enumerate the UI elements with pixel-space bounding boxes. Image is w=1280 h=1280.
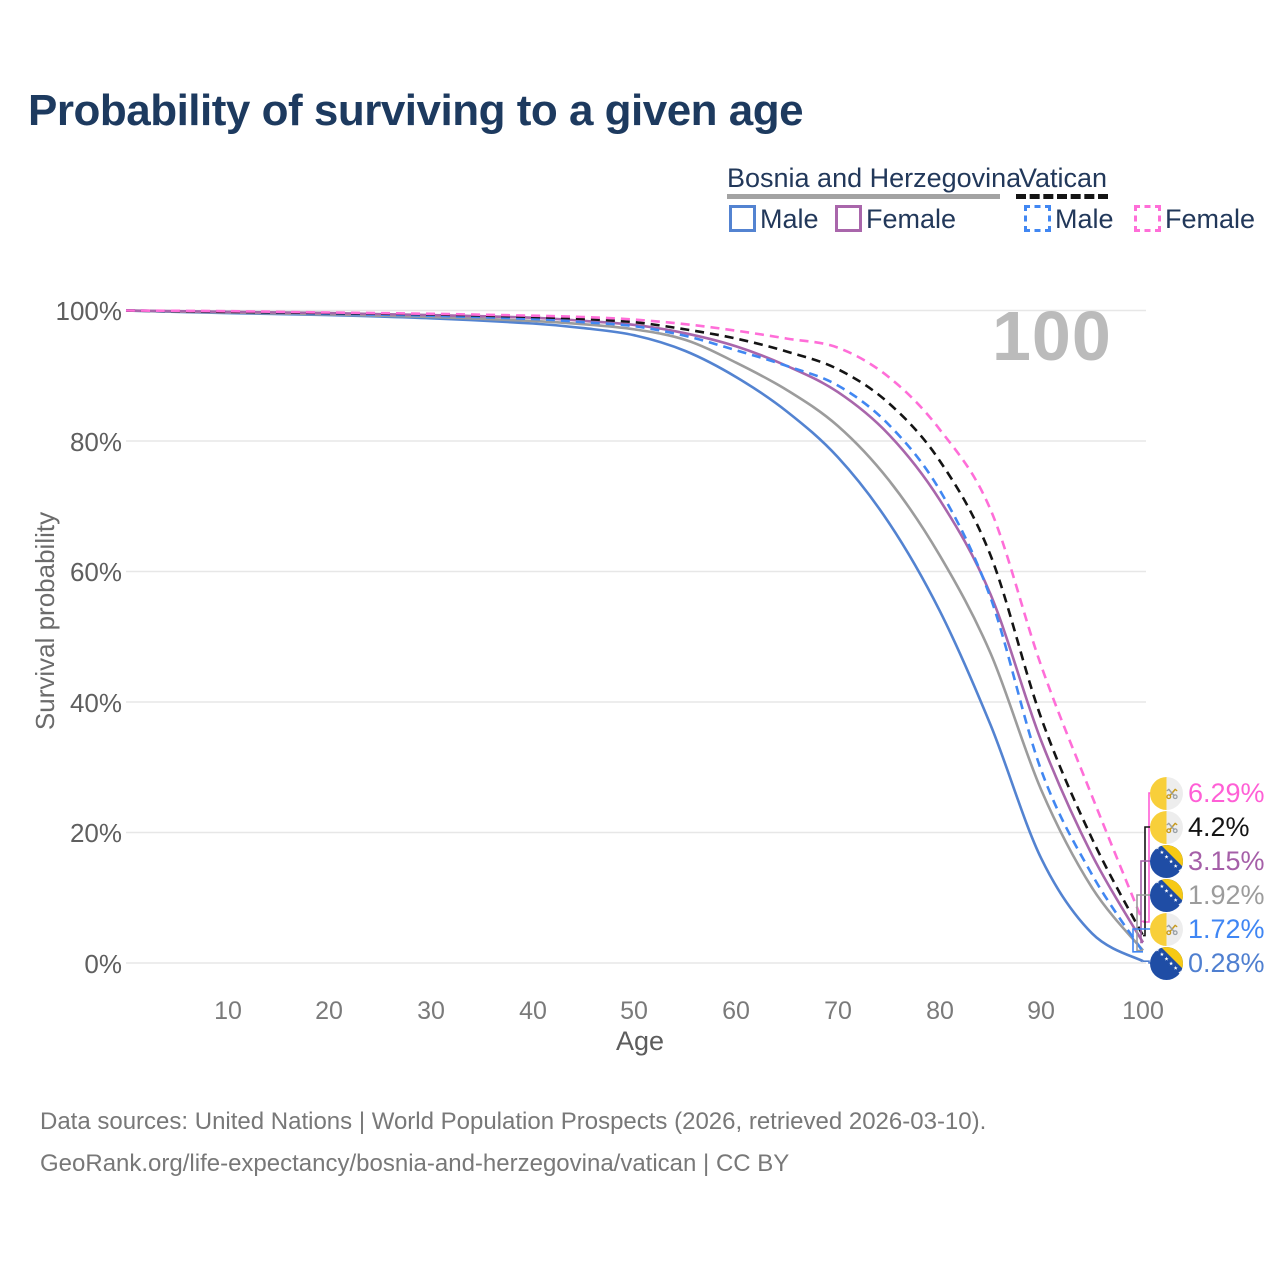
footer-data-sources: Data sources: United Nations | World Pop… bbox=[40, 1108, 987, 1135]
annotation-value: 4.2% bbox=[1188, 811, 1250, 842]
legend-label-bosnia-male: Male bbox=[760, 204, 819, 234]
x-axis-title: Age bbox=[615, 1026, 665, 1056]
y-tick-label: 40% bbox=[69, 688, 122, 718]
vatican-flag-icon bbox=[1150, 811, 1183, 844]
x-tick-label: 60 bbox=[722, 997, 750, 1025]
legend-group-vatican-underline bbox=[1016, 194, 1108, 199]
y-tick-label: 80% bbox=[69, 427, 122, 457]
vatican-flag-icon bbox=[1150, 913, 1183, 946]
y-tick-label: 20% bbox=[69, 818, 122, 848]
annotation-value: 1.92% bbox=[1188, 879, 1265, 910]
y-tick-label: 100% bbox=[55, 296, 123, 326]
vatican-flag-icon bbox=[1150, 777, 1183, 810]
x-tick-label: 50 bbox=[620, 997, 648, 1025]
annotation-value: 6.29% bbox=[1188, 777, 1265, 808]
age-watermark: 100 bbox=[992, 297, 1112, 375]
annotation-vatican-male: 1.72% bbox=[1150, 912, 1265, 946]
legend-group-bosnia-title: Bosnia and Herzegovina bbox=[727, 163, 1022, 193]
annotation-vatican-female: 6.29% bbox=[1150, 776, 1265, 810]
survival-curves bbox=[125, 309, 1145, 963]
y-tick-label: 0% bbox=[84, 949, 122, 979]
bosnia-flag-icon bbox=[1150, 845, 1183, 878]
legend-swatch-bosnia-female bbox=[835, 205, 862, 232]
x-tick-label: 40 bbox=[519, 997, 547, 1025]
legend-group-vatican-title: Vatican bbox=[1019, 163, 1108, 193]
legend-group-bosnia-underline bbox=[727, 194, 1000, 199]
legend-swatch-vatican-male bbox=[1024, 205, 1051, 232]
x-tick-label: 30 bbox=[417, 997, 445, 1025]
annotation-bosnia-female: 3.15% bbox=[1150, 844, 1265, 878]
x-tick-label: 80 bbox=[926, 997, 954, 1025]
annotation-vatican-total: 4.2% bbox=[1150, 810, 1250, 844]
x-tick-label: 100 bbox=[1122, 997, 1164, 1025]
bosnia-flag-icon bbox=[1150, 947, 1183, 980]
x-tick-label: 20 bbox=[315, 997, 343, 1025]
bosnia-flag-icon bbox=[1150, 879, 1183, 912]
annotation-bosnia-total: 1.92% bbox=[1150, 878, 1265, 912]
legend-label-vatican-female: Female bbox=[1165, 204, 1256, 234]
annotation-bosnia-male: 0.28% bbox=[1150, 946, 1265, 980]
y-tick-label: 60% bbox=[69, 557, 122, 587]
legend-swatch-vatican-female bbox=[1134, 205, 1161, 232]
legend-swatch-bosnia-male bbox=[729, 205, 756, 232]
footer-attribution: GeoRank.org/life-expectancy/bosnia-and-h… bbox=[40, 1150, 790, 1177]
annotation-value: 0.28% bbox=[1188, 947, 1265, 978]
x-tick-label: 90 bbox=[1027, 997, 1055, 1025]
legend-label-bosnia-female: Female bbox=[866, 204, 957, 234]
y-axis-title: Survival probability bbox=[30, 511, 60, 731]
x-tick-label: 70 bbox=[824, 997, 852, 1025]
annotation-value: 3.15% bbox=[1188, 845, 1265, 876]
gridlines bbox=[126, 309, 1146, 964]
x-tick-label: 10 bbox=[214, 997, 242, 1025]
annotation-value: 1.72% bbox=[1188, 913, 1265, 944]
legend-label-vatican-male: Male bbox=[1055, 204, 1114, 234]
page-title: Probability of surviving to a given age bbox=[28, 86, 804, 135]
